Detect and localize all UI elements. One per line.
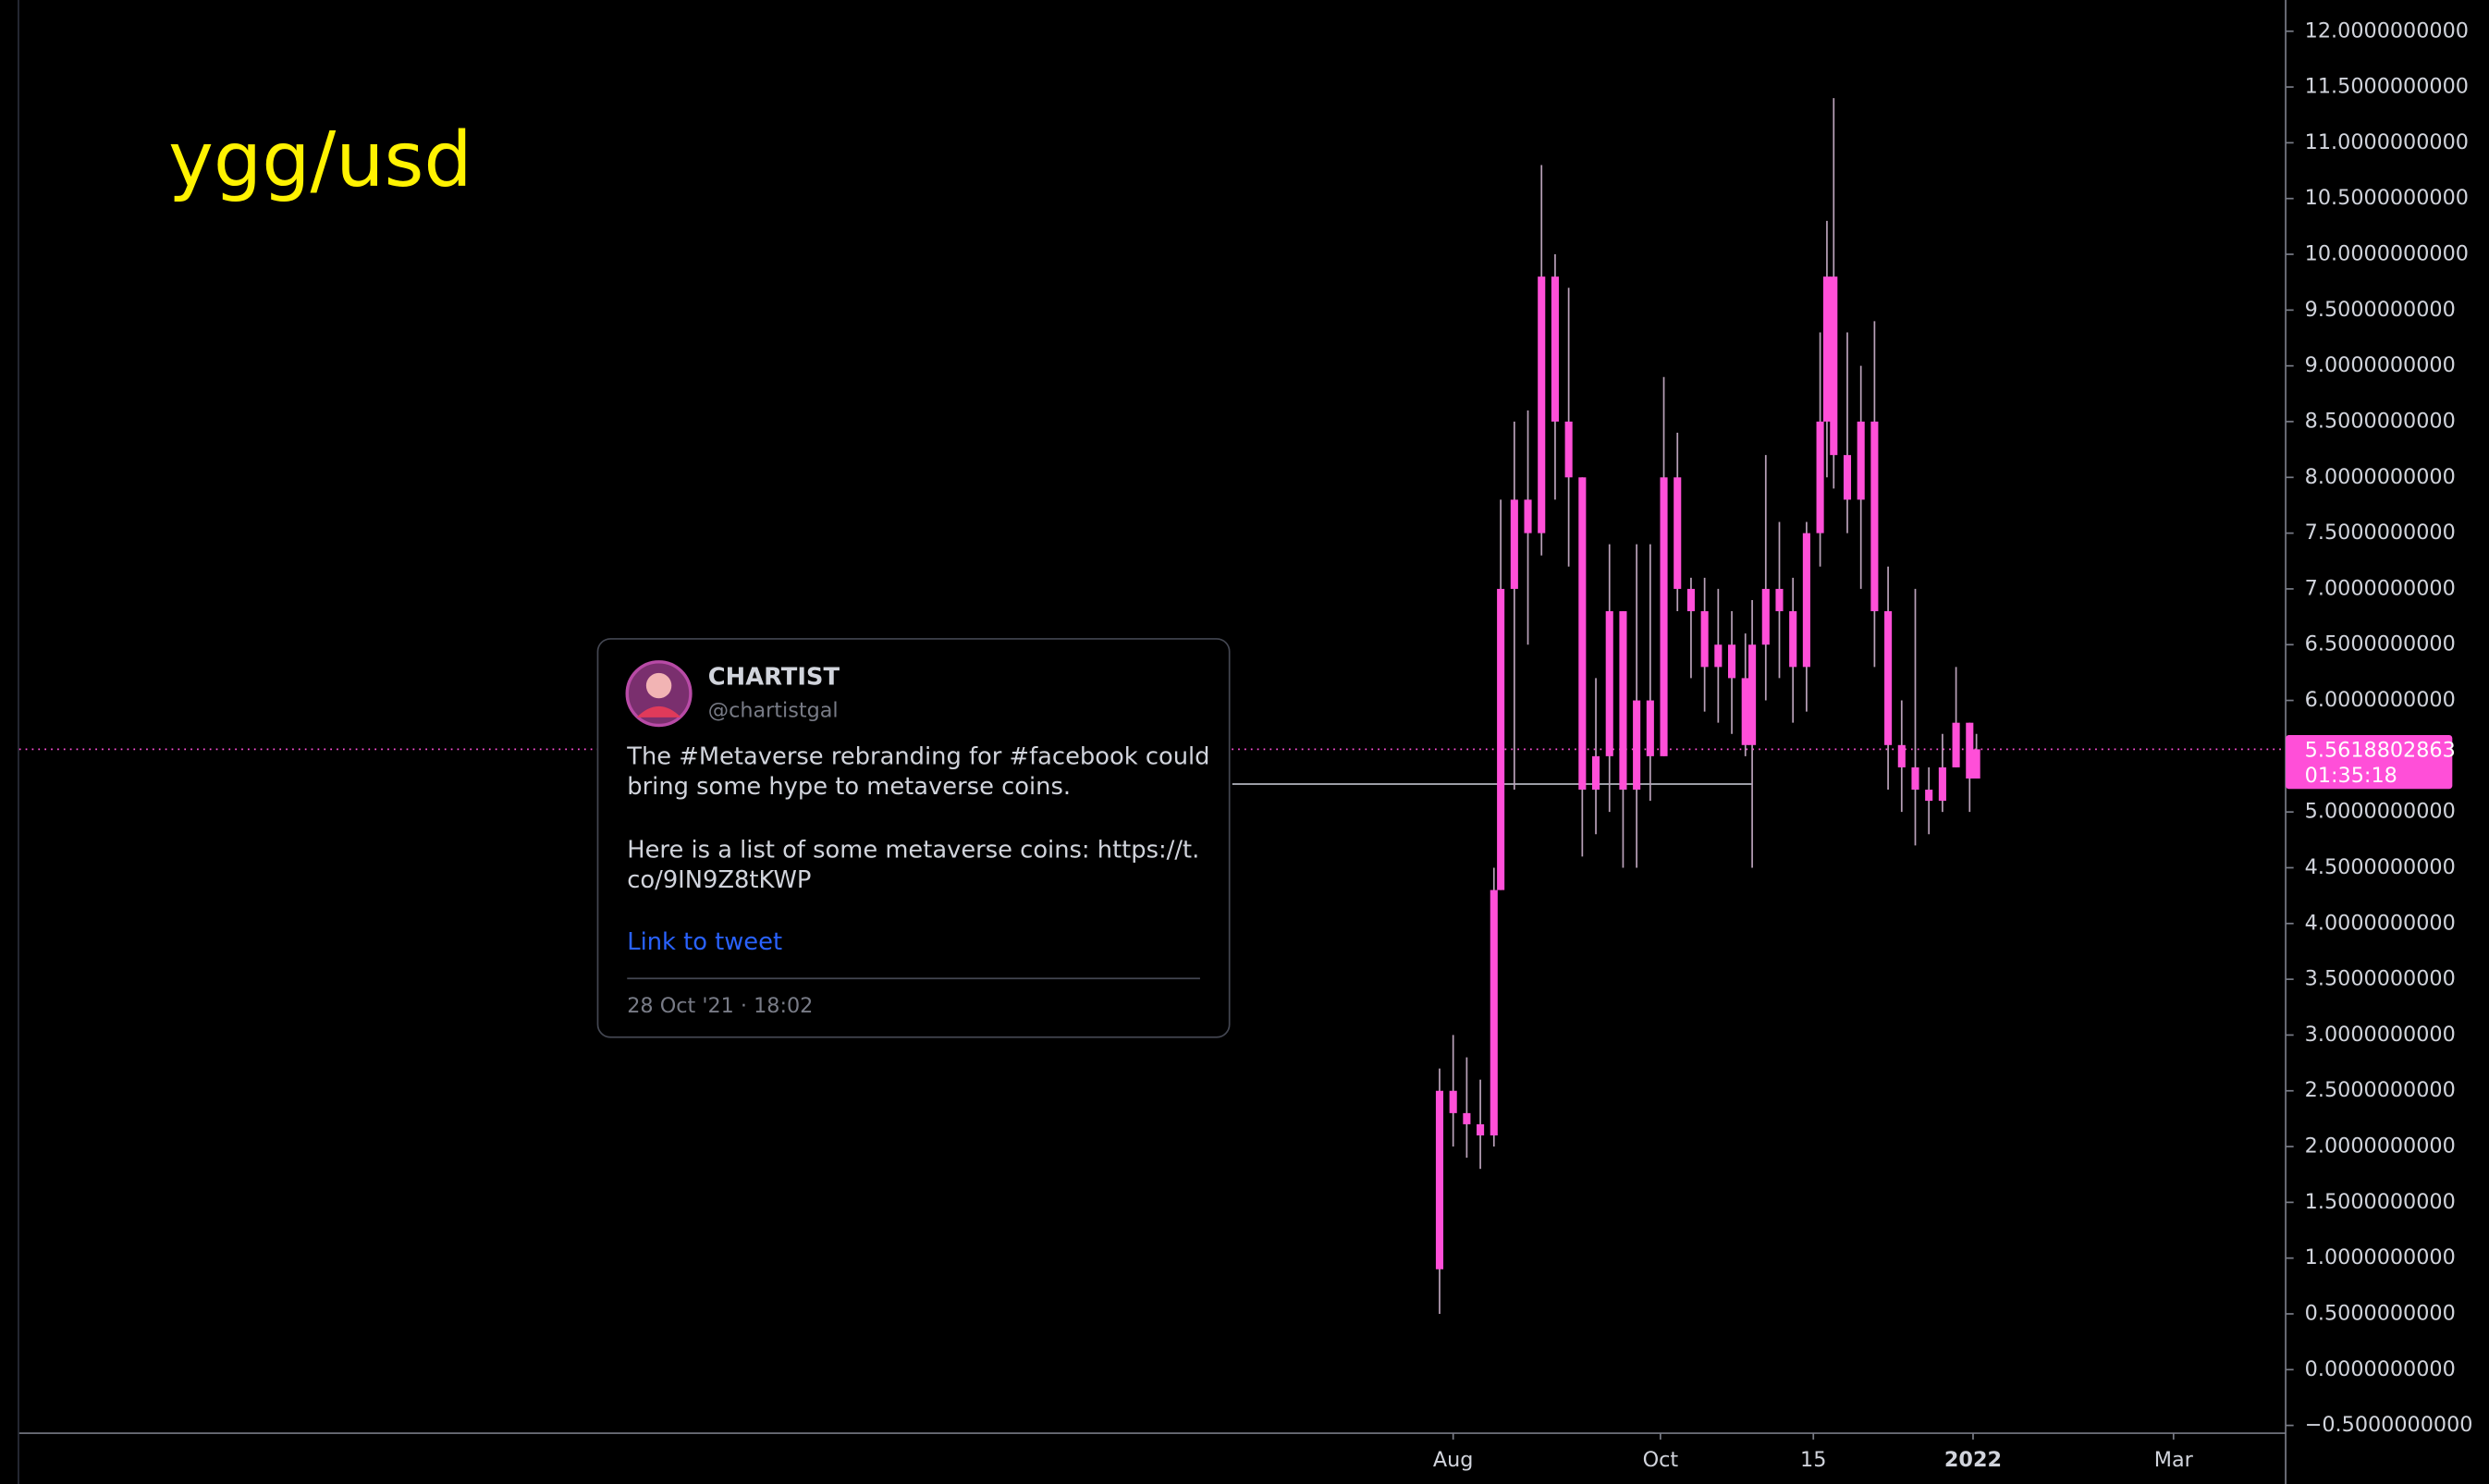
candle-body: [1700, 611, 1709, 668]
plot-area: 12.0000000000 11.5000000000 11.0000000000 1…: [18, 18, 2473, 1472]
candle-body: [1490, 889, 1498, 1135]
candle-body: [1619, 611, 1627, 791]
y-tick-label: 10.0000000000: [2305, 242, 2469, 266]
chart-title: ygg/usd: [168, 117, 472, 204]
y-tick-label: 3.0000000000: [2305, 1023, 2456, 1047]
countdown-label: 01:35:18: [2305, 764, 2397, 788]
tweet-card-frame: [596, 638, 1231, 1038]
candle-body: [1822, 276, 1831, 422]
candle-body: [1911, 767, 1919, 791]
candle-body: [1435, 1090, 1444, 1269]
last-price-box: [2286, 734, 2453, 790]
candle-body: [1952, 722, 1960, 767]
candle-body: [1551, 276, 1559, 422]
candle-body: [1510, 499, 1518, 589]
last-price-label: 5.5618802863: [2305, 739, 2456, 763]
x-tick-label: 2022: [1944, 1448, 2002, 1472]
x-tick-label: 15: [1800, 1448, 1826, 1472]
avatar-body: [636, 705, 681, 717]
y-tick-label: 8.0000000000: [2305, 465, 2456, 489]
tweet-text: co/9IN9Z8tKWP: [627, 866, 811, 894]
candle-body: [1816, 421, 1824, 534]
candle-body: [1972, 749, 1980, 779]
tweet-text: Here is a list of some metaverse coins: …: [627, 837, 1199, 865]
candle-body: [1578, 477, 1587, 791]
tweet-text: The #Metaverse rebranding for #facebook …: [626, 742, 1209, 770]
tweet-link[interactable]: Link to tweet: [627, 928, 782, 956]
y-tick-label: 1.0000000000: [2305, 1245, 2456, 1269]
candle-body: [1802, 533, 1810, 668]
candle-body: [1646, 700, 1654, 756]
candle-body: [1686, 588, 1695, 612]
y-tick-label: 9.5000000000: [2305, 298, 2456, 322]
candle-body: [1564, 421, 1573, 478]
candle-body: [1761, 588, 1770, 645]
y-tick-label: 10.5000000000: [2305, 186, 2469, 210]
y-tick-label: 5.0000000000: [2305, 800, 2456, 824]
y-tick-label: 9.0000000000: [2305, 353, 2456, 377]
candle-body: [1538, 276, 1546, 534]
y-tick-label: 2.5000000000: [2305, 1078, 2456, 1102]
candle-body: [1897, 744, 1906, 767]
candle-body: [1843, 455, 1852, 500]
tweet-date: 28 Oct '21 · 18:02: [627, 994, 813, 1018]
y-tick-label: −0.5000000000: [2305, 1413, 2473, 1437]
candle-body: [1497, 588, 1505, 890]
candle-body: [1938, 767, 1946, 802]
candle-body: [1449, 1090, 1457, 1113]
y-tick-label: 3.5000000000: [2305, 967, 2456, 991]
y-tick-label: 2.0000000000: [2305, 1134, 2456, 1159]
candle-body: [1884, 611, 1893, 745]
y-tick-label: 0.5000000000: [2305, 1301, 2456, 1325]
y-tick-label: 4.0000000000: [2305, 911, 2456, 935]
y-tick-label: 7.5000000000: [2305, 521, 2456, 545]
candle-body: [1727, 644, 1736, 679]
y-tick-label: 7.0000000000: [2305, 576, 2456, 600]
candle-body: [1789, 611, 1797, 668]
candle-body: [1591, 755, 1600, 791]
y-tick-label: 4.5000000000: [2305, 855, 2456, 879]
tweet-text: bring some hype to metaverse coins.: [627, 773, 1071, 801]
candle-body: [1674, 477, 1682, 589]
candle-body: [1741, 678, 1749, 745]
candle-body: [1524, 499, 1532, 534]
x-tick-label: Aug: [1433, 1448, 1474, 1472]
candle-body: [1463, 1112, 1471, 1124]
tweet-card: CHARTIST @chartistgal The #Metaverse reb…: [596, 638, 1231, 1038]
tweet-author: CHARTIST: [708, 663, 840, 691]
candle-body: [1633, 700, 1641, 791]
candle-body: [1870, 421, 1879, 612]
x-tick-label: Mar: [2154, 1448, 2194, 1472]
candle-body: [1966, 722, 1974, 779]
y-tick-label: 6.5000000000: [2305, 632, 2456, 656]
candle-body: [1830, 276, 1838, 456]
y-tick-label: 1.5000000000: [2305, 1190, 2456, 1214]
x-tick-label: Oct: [1643, 1448, 1679, 1472]
y-tick-label: 11.0000000000: [2305, 130, 2469, 154]
candle-body: [1714, 644, 1723, 668]
candle-body: [1605, 611, 1613, 756]
avatar-face: [645, 672, 672, 699]
candle-body: [1477, 1123, 1485, 1135]
y-tick-label: 11.5000000000: [2305, 75, 2469, 99]
candle-body: [1925, 790, 1933, 802]
y-tick-label: 12.0000000000: [2305, 18, 2469, 43]
tweet-handle: @chartistgal: [708, 699, 839, 723]
candle-body: [1857, 421, 1865, 500]
candle-body: [1775, 588, 1784, 612]
y-tick-label: 6.0000000000: [2305, 688, 2456, 712]
candle-body: [1660, 477, 1668, 756]
y-tick-label: 8.5000000000: [2305, 409, 2456, 433]
y-tick-label: 0.0000000000: [2305, 1357, 2456, 1381]
candle-body: [1748, 644, 1757, 745]
